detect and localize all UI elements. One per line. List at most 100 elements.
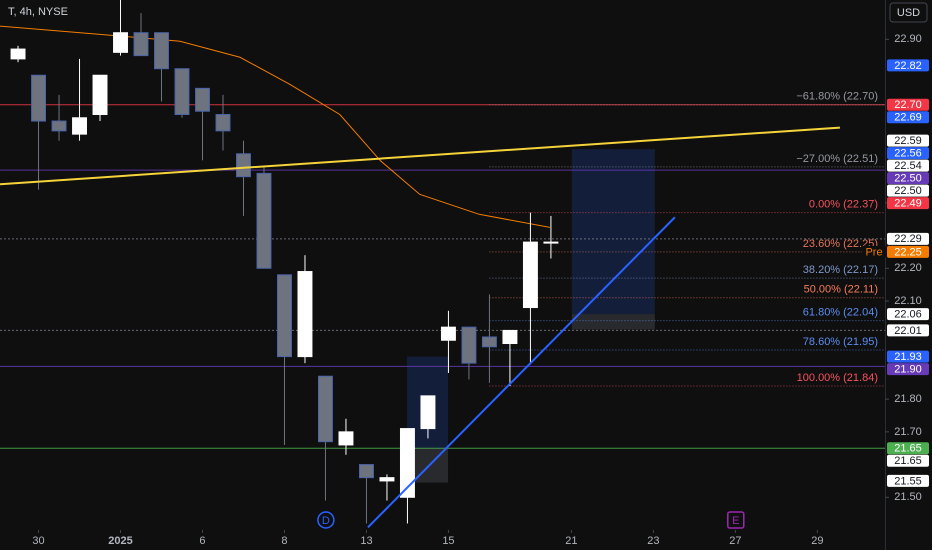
candle-body [31,74,47,122]
price-label: 22.49 [894,198,922,210]
event-marker [727,511,745,529]
candle-body [154,32,169,70]
x-tick-label: 8 [281,535,287,547]
zone [571,314,655,330]
price-label-box [887,474,929,487]
candle-body [113,32,128,53]
price-label: 22.01 [894,325,922,337]
price-label-box [887,363,929,376]
price-label: 22.54 [894,160,922,172]
price-label-box [887,59,929,72]
fib-label: 61.80% (22.04) [803,307,878,319]
price-label-box [887,98,929,111]
price-label: 22.56 [894,148,922,160]
x-tick-label: 15 [442,535,454,547]
price-label-box [887,324,929,337]
candle-body [256,172,272,269]
pre-tag: Pre [865,246,882,258]
x-tick-label: 23 [647,535,659,547]
price-label-box [887,454,929,467]
candle-body [215,114,231,132]
price-label-box [887,111,929,124]
y-tick-label: 21.70 [894,426,922,438]
candle-body [51,120,67,132]
x-tick-label: 13 [360,535,372,547]
chart-title: T, 4h, NYSE [8,6,68,18]
price-label-box [887,159,929,172]
candle-body [440,326,456,341]
fib-label: 100.00% (21.84) [797,372,878,384]
candle-body [420,395,436,430]
candle-body [358,464,374,479]
price-label: 22.06 [894,308,922,320]
candle-body [543,241,559,244]
price-label-box [887,232,929,245]
y-tick-label: 22.90 [894,33,922,45]
candle-body [379,477,395,482]
candle-body [277,274,292,358]
y-tick-label: 21.80 [894,393,922,405]
fib-label: 50.00% (22.11) [804,284,878,296]
candle-body [399,428,415,498]
plot [0,0,885,529]
y-tick-label: 22.10 [894,295,922,307]
price-label: 21.65 [894,443,922,455]
price-label-box [887,147,929,160]
currency-button[interactable] [889,2,928,23]
candle-body [72,117,87,135]
price-label: 22.50 [894,173,922,185]
price-label: 22.50 [894,185,922,197]
price-label-box [887,184,929,197]
price-label: 21.55 [894,475,922,487]
candle-body [522,241,538,309]
fib-label: 78.60% (21.95) [803,336,878,348]
pre-tag-box [862,245,886,258]
y-tick-label: 22.20 [894,262,922,274]
zone [571,149,655,315]
price-label-box [887,308,929,321]
price-label: 21.93 [894,351,922,363]
fib-label: 38.20% (22.17) [803,264,878,276]
fib-label: −27.00% (22.51) [796,153,878,165]
price-label: 22.69 [894,112,922,124]
fib-label: 0.00% (22.37) [809,199,878,211]
event-label: E [732,515,739,527]
price-label: 21.90 [894,364,922,376]
event-label: D [322,515,330,527]
price-label: 21.65 [894,455,922,467]
candle-body [133,32,149,57]
candle-body [481,336,497,348]
candle-body [502,329,518,345]
x-tick-label: 29 [811,535,823,547]
candle-body [338,431,354,446]
event-marker [317,511,335,529]
x-tick-label: 2025 [108,535,132,547]
candle-body [236,153,251,178]
trendline [0,126,840,186]
candle-body [92,74,108,116]
candle-body [174,68,190,116]
fib-label: −61.80% (22.70) [796,91,878,103]
candle-body [461,326,477,364]
price-label-box [887,134,929,147]
price-label: 22.59 [894,135,922,147]
x-tick-label: 6 [199,535,205,547]
y-tick-label: 21.50 [894,491,922,503]
candle-body [318,375,333,443]
price-label: 22.70 [894,99,922,111]
price-label-box [887,245,929,258]
trendline [367,216,676,529]
currency-label[interactable]: USD [897,7,920,19]
candle-body [10,48,26,60]
price-label: 22.25 [894,246,922,258]
price-label: 22.29 [894,233,922,245]
price-label-box [887,197,929,210]
price-label-box [887,350,929,363]
x-tick-label: 30 [32,535,44,547]
x-tick-label: 27 [729,535,741,547]
price-label-box [887,172,929,185]
price-label: 22.82 [894,60,922,72]
x-tick-label: 21 [565,535,577,547]
